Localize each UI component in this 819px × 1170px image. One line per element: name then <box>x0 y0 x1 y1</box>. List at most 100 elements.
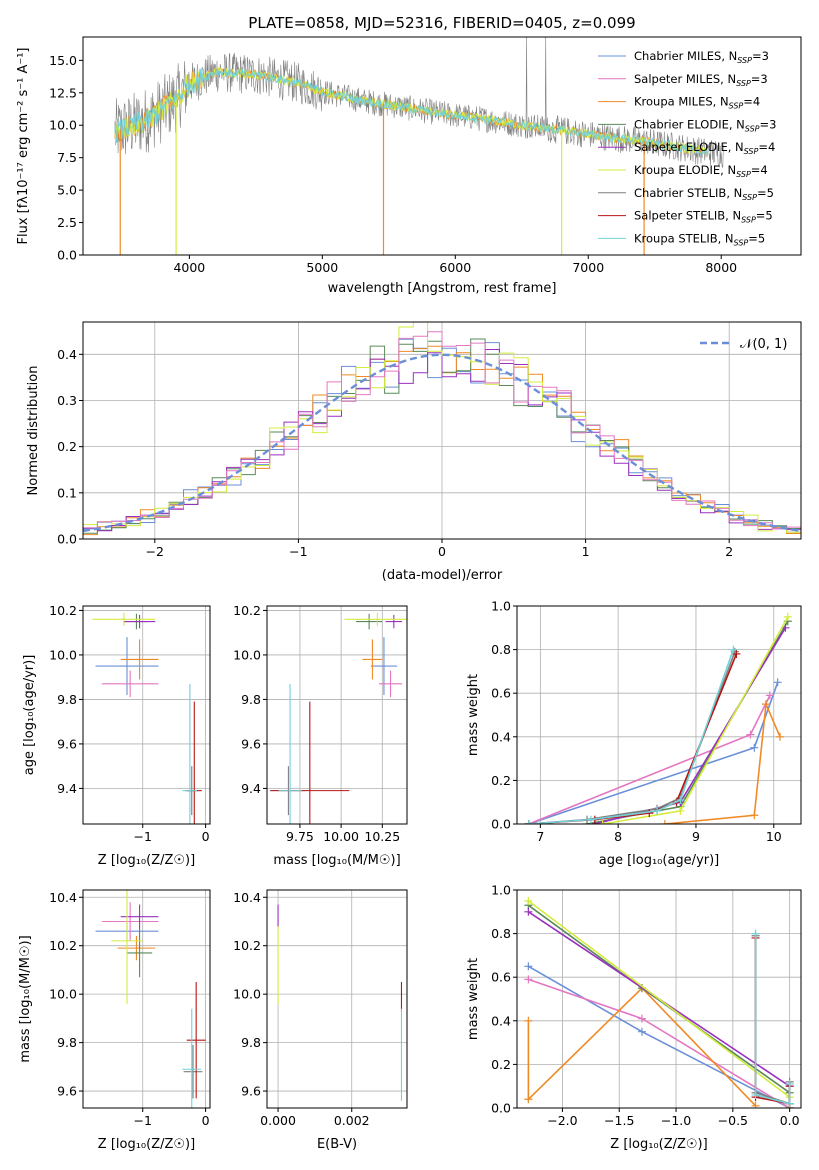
data-point <box>120 904 159 929</box>
y-tick-label: 0.0 <box>57 532 77 547</box>
x-tick-label: 4000 <box>173 260 205 275</box>
y-tick-label: 0.3 <box>57 393 77 408</box>
x-tick-label: 0.000 <box>260 1113 296 1128</box>
x-tick-label: 7 <box>536 829 544 844</box>
y-tick-label: 9.8 <box>241 1035 261 1050</box>
data-point <box>95 637 159 695</box>
y-axis-label: age [log₁₀(age/yr)] <box>22 655 37 776</box>
series-marker <box>524 962 533 971</box>
x-tick-label: 7000 <box>572 260 604 275</box>
axes-frame <box>516 889 802 1109</box>
x-tick-label: 5000 <box>306 260 338 275</box>
series-marker <box>637 1027 646 1036</box>
series-marker <box>781 623 790 632</box>
x-axis-label: Z [log₁₀(Z/Z☉)] <box>98 853 195 868</box>
x-tick-label: −1.0 <box>661 1113 691 1128</box>
series-marker <box>765 691 774 700</box>
x-tick-label: 10.00 <box>323 829 359 844</box>
series-marker <box>732 649 741 658</box>
x-tick-label: −1 <box>134 829 152 844</box>
x-axis-label: E(B-V) <box>317 1137 357 1152</box>
y-tick-label: 0.8 <box>491 642 511 657</box>
series-marker <box>785 1099 794 1108</box>
legend-label: 𝒩(0, 1) <box>740 337 787 352</box>
series-marker <box>750 743 759 752</box>
series-marker <box>524 1016 533 1025</box>
plot-area <box>524 896 794 1108</box>
axes-decor: −1 0 9.6 9.8 10.0 10.2 10.4 Z [log₁₀(Z/Z☉)] mass… <box>18 889 211 1152</box>
y-axis-label: Normed distribution <box>26 366 41 496</box>
data-point <box>355 613 383 630</box>
legend-label: Chabrier ELODIE, NSSP=3 <box>634 117 776 133</box>
y-tick-label: 10.2 <box>49 603 77 618</box>
x-tick-label: −1 <box>289 544 307 559</box>
series-marker <box>645 809 654 818</box>
y-tick-label: 9.8 <box>241 692 261 707</box>
chart-residuals: 𝒩(0, 1) −2 −1 0 1 2 0.0 0.1 0.2 0.3 0.4 (data-model… <box>26 321 802 583</box>
x-tick-label: 0.002 <box>334 1113 370 1128</box>
series-marker <box>524 896 533 905</box>
data-point <box>111 890 143 1004</box>
legend-label: Salpeter MILES, NSSP=3 <box>634 72 768 88</box>
legend-label: Chabrier STELIB, NSSP=5 <box>634 186 774 202</box>
axes-frame <box>82 36 802 256</box>
data-point <box>117 936 156 961</box>
series-marker <box>751 1090 760 1099</box>
chart-mass-vs-Z: −1 0 9.6 9.8 10.0 10.2 10.4 Z [log₁₀(Z/Z☉)] mass… <box>18 889 211 1152</box>
y-axis-label: mass weight <box>466 674 481 756</box>
histogram-step <box>83 331 801 535</box>
data-point <box>370 637 398 695</box>
axes-frame <box>266 605 408 825</box>
legend-label: Salpeter STELIB, NSSP=5 <box>634 209 773 225</box>
normal-curve <box>83 353 801 533</box>
x-tick-label: −1 <box>134 1113 152 1128</box>
y-tick-label: 12.5 <box>49 85 77 100</box>
x-axis-label: Z [log₁₀(Z/Z☉)] <box>98 1137 195 1152</box>
series-marker <box>586 815 595 824</box>
y-tick-label: 0.1 <box>57 485 77 500</box>
series-marker <box>750 811 759 820</box>
y-tick-label: 0.4 <box>491 1013 511 1028</box>
axes-decor: 0.000 0.002 9.6 9.8 10.0 10.2 10.4 E(B-V) <box>233 889 408 1152</box>
plot-area <box>95 890 206 1108</box>
data-point <box>182 683 198 824</box>
series-marker <box>598 820 607 824</box>
y-tick-label: 9.4 <box>57 781 77 796</box>
series-marker <box>783 612 792 621</box>
x-tick-label: 9.75 <box>286 829 314 844</box>
y-tick-label: 0.0 <box>57 248 77 263</box>
axes-frame <box>516 605 802 825</box>
plot-area <box>83 322 801 536</box>
chart-mass-weight-vs-age: 7 8 9 10 0.0 0.2 0.4 0.6 0.8 1.0 age [log₁₀(age/yr… <box>466 599 802 868</box>
data-point <box>101 902 159 941</box>
series-line <box>754 933 791 1105</box>
y-tick-label: 2.5 <box>57 215 77 230</box>
axes-decor: 9.75 10.00 10.25 9.4 9.6 9.8 10.0 10.2 mass [log… <box>233 603 408 868</box>
legend-label: Salpeter ELODIE, NSSP=4 <box>634 140 775 156</box>
y-tick-label: 10.0 <box>49 987 77 1002</box>
y-tick-label: 10.0 <box>233 987 261 1002</box>
data-point <box>278 683 302 824</box>
x-tick-label: 1 <box>582 544 590 559</box>
x-axis-label: age [log₁₀(age/yr)] <box>599 853 720 868</box>
x-tick-label: 0.0 <box>780 1113 800 1128</box>
series-line <box>528 965 790 1108</box>
legend-label: Kroupa STELIB, NSSP=5 <box>634 231 765 247</box>
data-point <box>127 928 153 978</box>
data-point <box>101 670 159 698</box>
y-tick-label: 7.5 <box>57 150 77 165</box>
legend-label: Kroupa MILES, NSSP=4 <box>634 95 760 111</box>
x-axis-label: (data-model)/error <box>382 568 503 583</box>
axes-frame <box>82 605 211 825</box>
series-marker <box>746 730 755 739</box>
series-marker <box>785 1080 794 1089</box>
x-tick-label: −0.5 <box>718 1113 748 1128</box>
y-tick-label: 0.8 <box>491 926 511 941</box>
y-tick-label: 10.0 <box>49 647 77 662</box>
x-tick-label: 2 <box>725 544 733 559</box>
series-line <box>527 986 757 1107</box>
y-tick-label: 9.8 <box>57 1035 77 1050</box>
data-point <box>182 1008 202 1108</box>
x-tick-label: 0 <box>438 544 446 559</box>
